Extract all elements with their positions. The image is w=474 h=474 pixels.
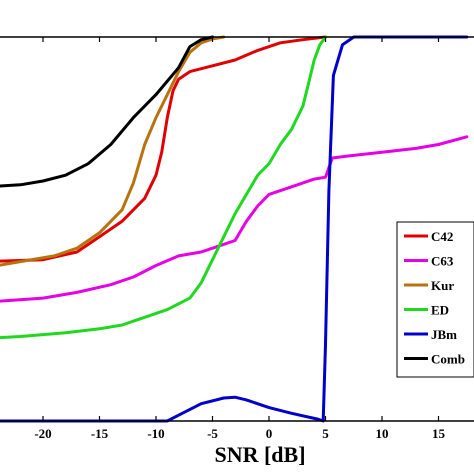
- axes: [0, 36, 474, 422]
- x-tick-label: -20: [34, 426, 51, 441]
- series-line-ed: [0, 35, 327, 340]
- x-tick-label: 10: [376, 426, 389, 441]
- series-line-comb: [0, 35, 214, 188]
- legend-box: [396, 221, 474, 378]
- x-ticks: -20 -15 -10 -5 0 5 10 15: [34, 37, 446, 441]
- series-line-jbm: [0, 35, 469, 423]
- legend-label-c63: C63: [431, 254, 454, 269]
- x-tick-label: -5: [207, 426, 218, 441]
- x-tick-label: 0: [266, 426, 273, 441]
- x-tick-label: 5: [322, 426, 329, 441]
- legend-label-ed: ED: [431, 303, 449, 318]
- legend: C42 C63 Kur ED JBm Comb: [396, 221, 474, 378]
- legend-label-jbm: JBm: [431, 327, 457, 342]
- x-axis-title: SNR [dB]: [214, 442, 305, 467]
- x-tick-label: -10: [147, 426, 164, 441]
- legend-label-c42: C42: [431, 229, 453, 244]
- series-line-kur: [0, 35, 226, 267]
- series-line-c63: [0, 135, 469, 303]
- x-tick-label: 15: [432, 426, 446, 441]
- x-tick-label: -15: [91, 426, 109, 441]
- legend-label-comb: Comb: [431, 352, 465, 367]
- legend-label-kur: Kur: [431, 278, 454, 293]
- series-line-c42: [0, 35, 327, 263]
- series-layer: [0, 35, 469, 423]
